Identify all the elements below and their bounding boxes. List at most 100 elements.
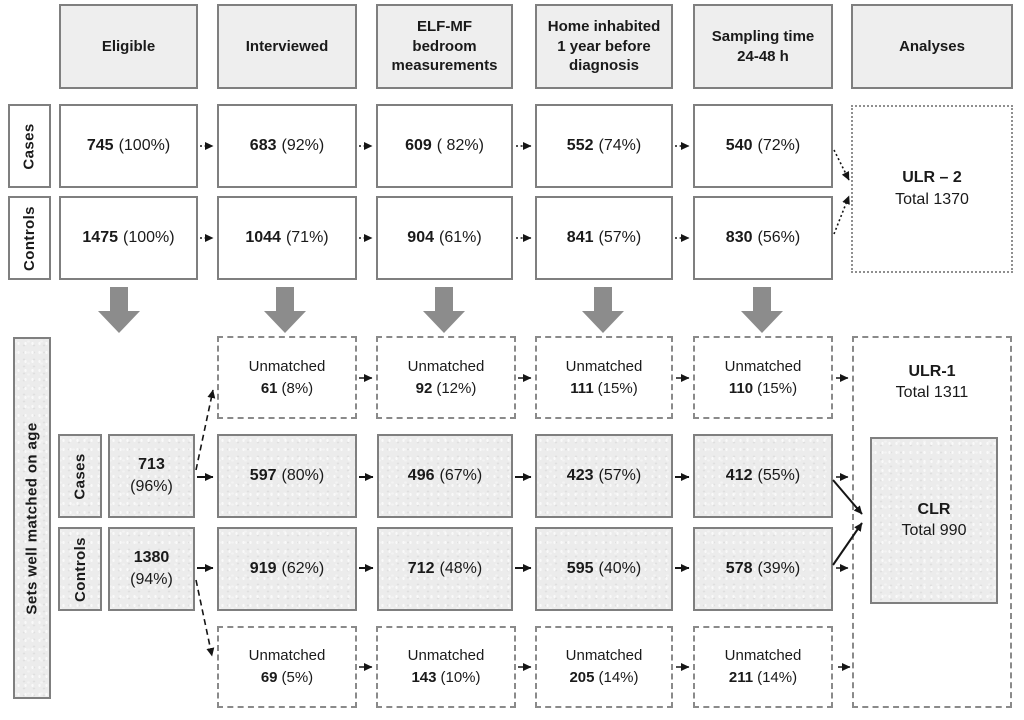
clr-total: Total 990 (901, 521, 967, 539)
value: 1380 (133, 549, 170, 567)
percent: (61%) (439, 229, 482, 246)
ulr1-analysis-box: ULR-1 Total 1311 CLR Total 990 (852, 336, 1012, 708)
unmatched-controls-sampling-box: Unmatched 211 (14%) (693, 626, 833, 708)
ulr1-title: ULR-1 (908, 363, 956, 380)
unmatched-label: Unmatched (565, 647, 643, 665)
ulr1-text: ULR-1 Total 1311 (854, 362, 1010, 404)
ulr2-title: ULR – 2 (902, 169, 962, 187)
value: 69 (260, 669, 278, 686)
column-header-interviewed: Interviewed (217, 4, 357, 89)
unmatched-label: Unmatched (407, 647, 485, 665)
matched-controls-home-box: 595 (40%) (535, 527, 673, 611)
column-header-label: Sampling time 24-48 h (711, 28, 815, 65)
percent: (80%) (281, 467, 325, 484)
column-header-elfmf-measurements: ELF-MF bedroom measurements (376, 4, 513, 89)
percent: (48%) (439, 560, 483, 577)
dashed-arrow-cases-to-unmatched (195, 389, 216, 471)
percent: (5%) (281, 669, 314, 686)
percent: (94%) (130, 571, 173, 588)
percent: (67%) (439, 467, 483, 484)
column-header-label: Home inhabited 1 year before diagnosis (547, 18, 661, 75)
bottom-controls-row-label: Controls (58, 527, 102, 611)
percent: (14%) (598, 669, 639, 686)
down-arrow-icon (741, 287, 783, 333)
value: 423 (566, 467, 594, 484)
unmatched-label: Unmatched (407, 357, 485, 375)
dotted-arrow-to-ulr2 (833, 149, 850, 181)
unmatched-cases-interviewed-box: Unmatched 61 (8%) (217, 336, 357, 419)
value: 595 (566, 560, 594, 577)
dotted-arrow-to-ulr2 (833, 195, 850, 235)
clr-analysis-box: CLR Total 990 (870, 437, 998, 604)
percent: (40%) (598, 560, 642, 577)
percent: (12%) (436, 379, 477, 397)
percent: (15%) (597, 379, 638, 397)
column-header-label: Interviewed (245, 37, 329, 55)
value: 919 (249, 560, 277, 577)
matched-cases-interviewed-box: 597 (80%) (217, 434, 357, 518)
top-cases-row-label: Cases (8, 104, 51, 188)
clr-title: CLR (917, 500, 951, 518)
unmatched-cases-sampling-box: Unmatched 110 (15%) (693, 336, 833, 419)
value: 578 (725, 560, 753, 577)
percent: (39%) (757, 560, 801, 577)
column-header-eligible: Eligible (59, 4, 198, 89)
unmatched-label: Unmatched (248, 647, 326, 665)
value: 111 (570, 379, 594, 397)
percent: (14%) (757, 669, 798, 686)
cases-sampling-box: 540 (72%) (693, 104, 833, 188)
percent: (72%) (757, 137, 801, 154)
sets-well-matched-label: Sets well matched on age (13, 337, 51, 699)
down-arrow-icon (423, 287, 465, 333)
matched-cases-home-box: 423 (57%) (535, 434, 673, 518)
down-arrow-icon (264, 287, 306, 333)
percent: (15%) (757, 379, 798, 397)
ulr2-analysis-box: ULR – 2 Total 1370 (851, 105, 1013, 273)
percent: (100%) (123, 229, 175, 246)
value: 713 (138, 456, 165, 474)
value: 61 (260, 379, 278, 397)
percent: (92%) (281, 137, 325, 154)
percent: (8%) (281, 379, 314, 397)
unmatched-controls-home-box: Unmatched 205 (14%) (535, 626, 673, 708)
unmatched-label: Unmatched (724, 647, 802, 665)
percent: ( 82%) (436, 137, 484, 154)
value: 597 (249, 467, 277, 484)
matched-cases-measurements-box: 496 (67%) (377, 434, 513, 518)
controls-interviewed-box: 1044 (71%) (217, 196, 357, 280)
percent: (56%) (757, 229, 801, 246)
value: 552 (566, 137, 594, 154)
column-header-sampling-time: Sampling time 24-48 h (693, 4, 833, 89)
matched-controls-interviewed-box: 919 (62%) (217, 527, 357, 611)
matched-cases-sampling-box: 412 (55%) (693, 434, 833, 518)
dashed-arrow-controls-to-unmatched (195, 579, 215, 657)
value: 211 (728, 669, 754, 686)
value: 1475 (82, 229, 118, 246)
column-header-label: Eligible (101, 37, 156, 55)
value: 496 (407, 467, 435, 484)
percent: (62%) (281, 560, 325, 577)
column-header-label: ELF-MF bedroom measurements (391, 18, 498, 75)
percent: (96%) (130, 478, 173, 495)
unmatched-controls-measurements-box: Unmatched 143 (10%) (376, 626, 516, 708)
value: 609 (405, 137, 432, 154)
bottom-cases-row-label: Cases (58, 434, 102, 518)
value: 745 (86, 137, 114, 154)
value: 712 (407, 560, 435, 577)
value: 841 (566, 229, 594, 246)
value: 830 (725, 229, 753, 246)
matched-controls-start-box: 1380 (94%) (108, 527, 195, 611)
percent: (57%) (598, 229, 642, 246)
unmatched-controls-interviewed-box: Unmatched 69 (5%) (217, 626, 357, 708)
unmatched-label: Unmatched (248, 357, 326, 375)
matched-controls-sampling-box: 578 (39%) (693, 527, 833, 611)
percent: (71%) (285, 229, 329, 246)
value: 143 (411, 669, 437, 686)
column-header-label: Analyses (899, 37, 965, 55)
cases-home-box: 552 (74%) (535, 104, 673, 188)
down-arrow-icons (98, 287, 783, 333)
value: 92 (415, 379, 433, 397)
cases-eligible-box: 745 (100%) (59, 104, 198, 188)
value: 904 (407, 229, 434, 246)
